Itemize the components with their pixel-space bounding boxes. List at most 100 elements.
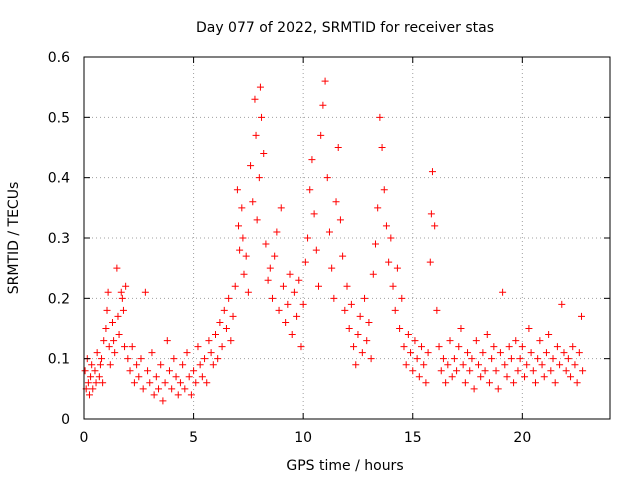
data-point xyxy=(336,216,344,224)
axis-ticks: 0 5 10 15 20 0 0.1 0.2 0.3 0.4 0.5 0.6 xyxy=(48,50,610,446)
data-point xyxy=(376,113,384,121)
data-point xyxy=(477,373,485,381)
data-point xyxy=(144,367,152,375)
data-point xyxy=(84,379,92,387)
y-tick-label: 0 xyxy=(61,412,70,428)
data-point xyxy=(354,331,362,339)
data-point xyxy=(277,204,285,212)
data-point xyxy=(371,240,379,248)
data-point xyxy=(103,306,111,314)
data-point xyxy=(529,367,537,375)
data-point xyxy=(455,343,463,351)
data-point xyxy=(268,294,276,302)
data-point xyxy=(185,373,193,381)
data-point xyxy=(172,373,180,381)
data-point xyxy=(490,343,498,351)
data-point xyxy=(252,131,260,139)
data-point xyxy=(534,355,542,363)
data-point xyxy=(393,264,401,272)
data-point xyxy=(159,397,167,405)
data-point xyxy=(494,385,502,393)
data-point xyxy=(141,288,149,296)
data-point xyxy=(92,379,100,387)
data-point xyxy=(93,349,101,357)
data-point xyxy=(564,355,572,363)
data-point xyxy=(538,361,546,369)
data-point xyxy=(297,343,305,351)
data-point xyxy=(439,355,447,363)
data-point xyxy=(501,361,509,369)
data-point xyxy=(155,385,163,393)
data-point xyxy=(492,367,500,375)
data-point xyxy=(352,361,360,369)
data-point xyxy=(400,343,408,351)
data-point xyxy=(163,337,171,345)
data-point xyxy=(558,300,566,308)
data-point xyxy=(89,385,97,393)
data-point xyxy=(418,343,426,351)
data-point xyxy=(525,325,533,332)
data-point xyxy=(133,361,141,369)
data-point xyxy=(512,337,520,345)
data-point xyxy=(128,343,136,351)
data-point xyxy=(203,379,211,387)
data-point xyxy=(518,343,526,351)
data-point xyxy=(240,270,248,278)
data-point xyxy=(273,228,281,236)
data-point xyxy=(209,361,217,369)
data-point xyxy=(514,367,522,375)
x-tick-label: 0 xyxy=(80,430,89,446)
data-point xyxy=(255,174,263,182)
data-point xyxy=(374,204,382,212)
data-point xyxy=(569,343,577,351)
data-point xyxy=(229,312,237,320)
y-tick-label: 0.2 xyxy=(48,291,70,307)
data-point xyxy=(179,361,187,369)
data-point xyxy=(121,343,129,351)
data-point xyxy=(536,337,544,345)
data-point xyxy=(499,288,507,296)
data-point xyxy=(106,361,114,369)
data-point xyxy=(415,373,423,381)
data-point xyxy=(505,343,513,351)
chart-title: Day 077 of 2022, SRMTID for receiver sta… xyxy=(196,20,494,36)
data-point xyxy=(181,385,189,393)
data-point xyxy=(165,367,173,375)
data-point xyxy=(542,349,550,357)
data-point xyxy=(334,144,342,151)
data-point xyxy=(207,349,215,357)
data-point xyxy=(271,252,279,260)
data-point xyxy=(115,331,123,339)
data-point xyxy=(545,331,553,339)
data-point xyxy=(282,318,290,326)
data-point xyxy=(567,373,575,381)
data-point xyxy=(389,282,397,290)
data-point xyxy=(183,349,191,357)
data-point xyxy=(258,113,266,121)
data-point xyxy=(398,294,406,302)
data-point xyxy=(378,144,386,151)
data-point xyxy=(102,325,110,332)
data-point xyxy=(216,318,224,326)
data-point xyxy=(363,337,371,345)
data-point xyxy=(91,367,99,375)
data-point xyxy=(413,355,421,363)
data-point xyxy=(118,294,126,302)
data-point xyxy=(238,204,246,212)
data-point xyxy=(380,186,388,194)
data-point xyxy=(510,379,518,387)
data-point xyxy=(409,367,417,375)
data-point xyxy=(551,379,559,387)
data-point xyxy=(365,318,373,326)
y-tick-label: 0.5 xyxy=(48,110,70,126)
data-point xyxy=(527,349,535,357)
data-point xyxy=(126,367,134,375)
data-point xyxy=(448,373,456,381)
data-point xyxy=(105,343,113,351)
data-point xyxy=(361,294,369,302)
data-point xyxy=(315,282,323,290)
data-point xyxy=(299,300,307,308)
x-tick-label: 15 xyxy=(404,430,422,446)
data-point xyxy=(523,361,531,369)
data-point xyxy=(256,83,264,91)
